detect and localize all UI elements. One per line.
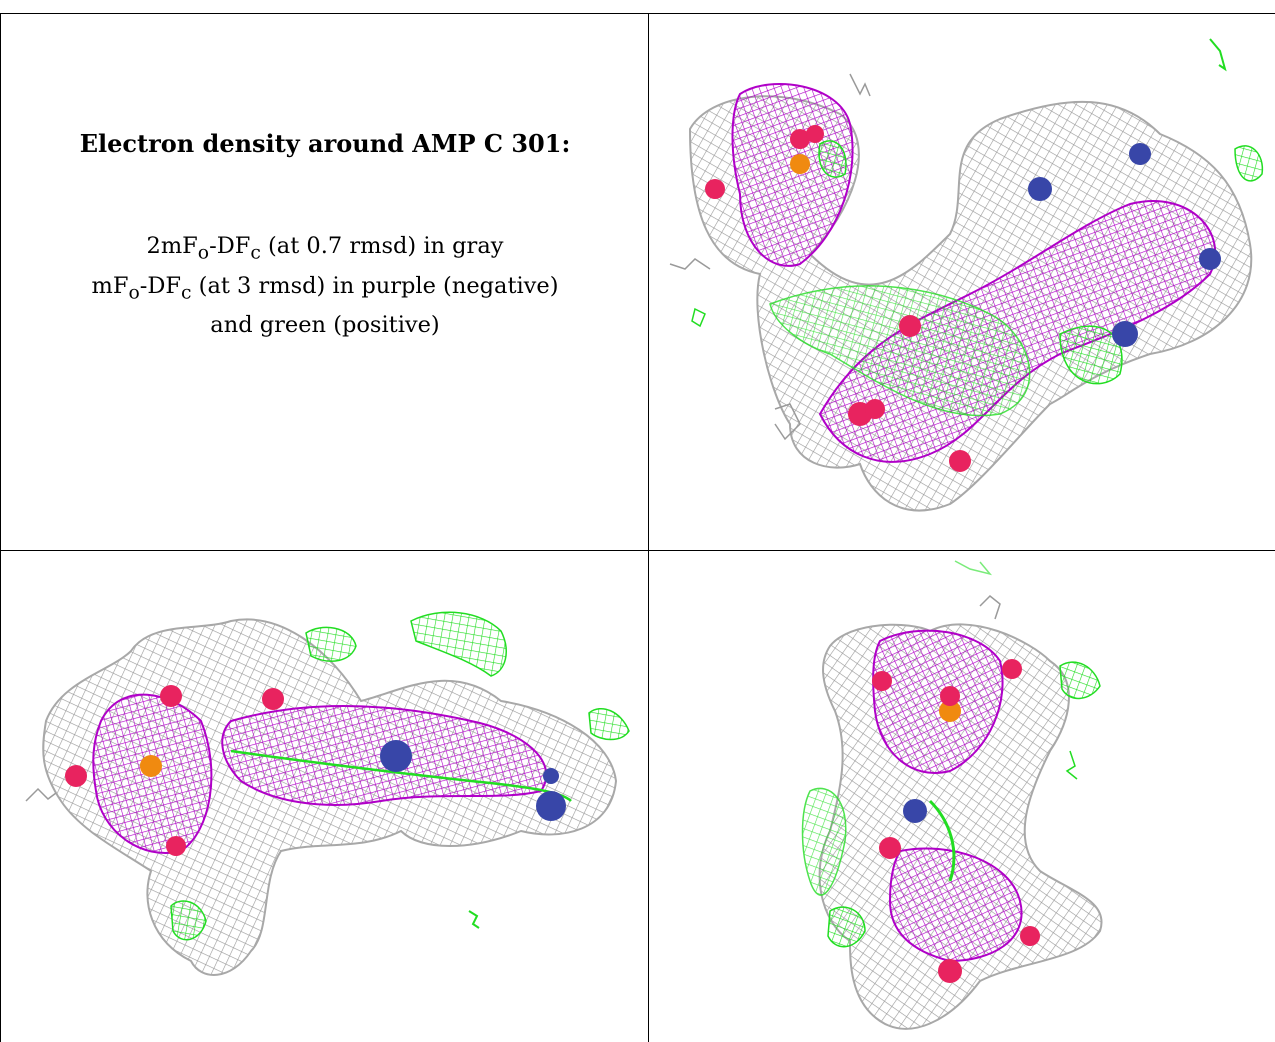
gray-fragments [979, 594, 1001, 620]
purple-mesh [872, 629, 1023, 963]
gray-fragments [669, 73, 871, 441]
density-view-3 [650, 551, 1275, 1042]
caption-cell: Electron density around AMP C 301: 2mFo-… [20, 128, 630, 342]
caption-legend: 2mFo-DFc (at 0.7 rmsd) in gray mFo-DFc (… [20, 230, 630, 342]
border-center [648, 13, 649, 1042]
border-top [0, 13, 1275, 14]
legend-fofc: mFo-DFc (at 3 rmsd) in purple (negative) [91, 272, 559, 304]
green-mesh [691, 38, 1264, 417]
density-view-2 [1, 551, 647, 1042]
green-mesh [801, 560, 1101, 948]
legend-positive: and green (positive) [210, 312, 440, 338]
gray-fragments [25, 787, 57, 802]
density-view-1 [650, 14, 1275, 549]
caption-title: Electron density around AMP C 301: [79, 129, 571, 158]
atoms [65, 685, 566, 856]
atoms [872, 659, 1040, 983]
border-middle [0, 550, 1275, 551]
green-mesh [170, 611, 630, 941]
atoms [705, 125, 1221, 472]
border-left [0, 13, 1, 1042]
legend-2fofc: 2mFo-DFc (at 0.7 rmsd) in gray [146, 233, 504, 264]
